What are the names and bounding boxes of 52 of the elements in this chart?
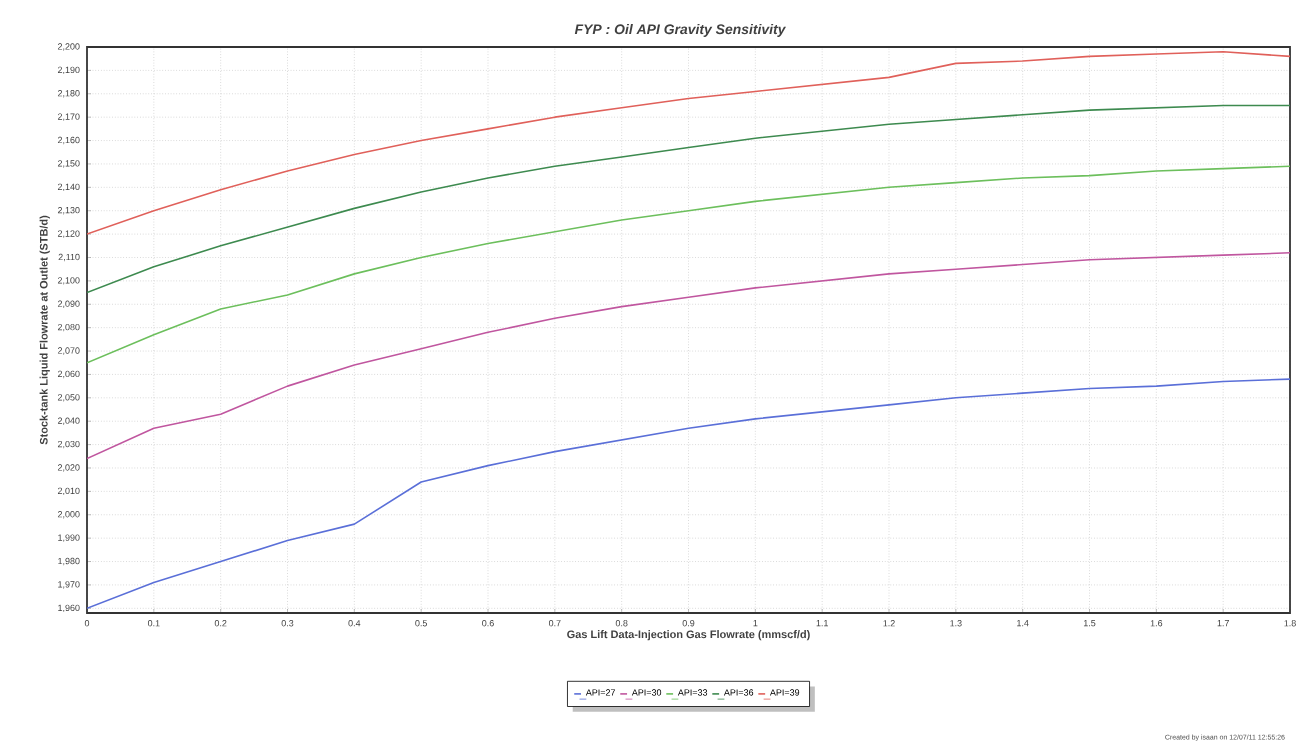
x-axis-title: Gas Lift Data-Injection Gas Flowrate (mmscf/d) [567,630,810,641]
y-tick-label: 2,200 [57,43,80,51]
y-tick-label: 1,990 [58,534,80,542]
y-tick-label: 2,090 [57,300,80,308]
y-tick-label: 2,150 [57,160,80,168]
y-tick-label: 2,180 [57,90,80,98]
x-tick-label: 0.1 [147,620,160,627]
legend-label: API=36 [723,689,754,696]
y-tick-label: 2,020 [57,464,80,472]
y-tick-label: 2,010 [57,487,80,496]
y-tick-label: 2,110 [58,253,80,262]
y-tick-label: 2,000 [57,511,80,519]
x-tick-label: 1.3 [950,620,962,627]
legend-label: API=27 [585,689,616,696]
x-tick-label: 1.4 [1017,620,1029,627]
x-tick-label: 0.3 [281,620,294,627]
legend-label: API=33 [677,689,708,696]
x-tick-label: 1 [753,620,758,627]
y-tick-label: 1,970 [58,581,80,589]
y-tick-label: 2,120 [57,230,80,238]
x-tick-label: 1.2 [883,620,895,627]
y-tick-label: 2,040 [57,417,80,425]
y-tick-label: 2,130 [57,207,80,215]
x-tick-label: 1.1 [816,620,828,627]
x-tick-label: 0.7 [548,620,561,627]
x-tick-label: 1.5 [1083,620,1096,627]
chart-title: FYP : Oil API Gravity Sensitivity [574,23,787,37]
x-tick-label: 0.4 [348,620,361,627]
y-tick-label: 2,070 [57,347,80,355]
y-tick-label: 2,170 [57,113,80,121]
x-tick-label: 1.6 [1150,620,1163,627]
y-tick-label: 2,030 [57,440,80,449]
y-axis-title: Stock-tank Liquid Flowrate at Outlet (STB/d) [39,215,50,445]
y-tick-label: 2,160 [57,136,80,145]
y-tick-label: 2,190 [57,66,80,75]
x-tick-label: 0.2 [214,620,227,627]
y-tick-label: 2,100 [57,277,80,285]
x-tick-label: 0.5 [415,620,428,627]
x-tick-label: 0.9 [682,620,695,627]
y-tick-label: 2,080 [57,323,80,332]
legend-label: API=39 [769,689,800,696]
y-tick-label: 2,050 [57,394,80,402]
x-tick-label: 0.6 [482,620,494,627]
y-tick-label: 1,980 [58,557,80,566]
x-tick-label: 0.8 [615,620,628,627]
y-tick-label: 1,960 [58,604,80,613]
x-tick-label: 1.8 [1284,620,1296,627]
y-tick-label: 2,060 [57,370,80,379]
x-tick-label: 0 [84,620,90,627]
y-tick-label: 2,140 [57,183,80,192]
x-tick-label: 1.7 [1217,620,1229,627]
legend-label: API=30 [631,689,662,696]
